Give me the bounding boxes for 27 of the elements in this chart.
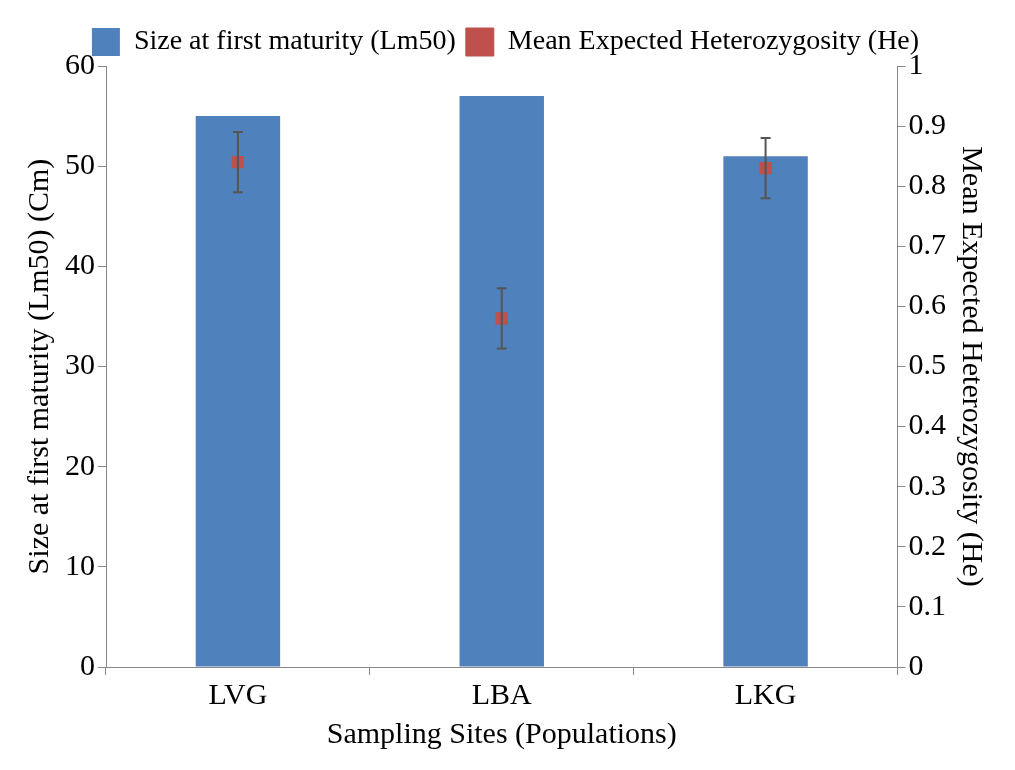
y2-tick-label: 0.1 [908,587,946,621]
y-tick-label: 50 [65,147,95,181]
y-axis-title: Size at first maturity (Lm50) (Cm) [20,158,55,575]
x-tick-label: LBA [471,676,533,710]
y2-tick-label: 0.3 [908,467,946,501]
y-tick-label: 40 [65,247,95,281]
y2-tick-label: 0 [908,647,924,681]
x-axis-title: Sampling Sites (Populations) [326,715,677,750]
bar [723,156,808,667]
y-tick-label: 0 [80,647,95,681]
x-tick-label: LVG [208,676,268,710]
y2-tick-label: 0.2 [908,527,946,561]
y-tick-label: 30 [65,347,95,381]
y2-tick-label: 0.6 [908,287,946,321]
x-tick-label: LKG [734,676,797,710]
legend-label: Size at first maturity (Lm50) [133,24,456,56]
y2-tick-label: 0.7 [908,227,946,261]
y2-tick-label: 0.8 [908,167,946,201]
y-tick-label: 60 [65,46,95,80]
y-tick-label: 20 [65,447,95,481]
bar [459,96,544,667]
y2-axis-title: Mean Expected Heterozygosity (He) [956,146,991,587]
y2-tick-label: 0.9 [908,106,946,140]
bar [195,116,281,667]
y2-tick-label: 0.4 [908,407,946,441]
y-tick-label: 10 [65,547,95,581]
y2-tick-label: 0.5 [908,347,946,381]
